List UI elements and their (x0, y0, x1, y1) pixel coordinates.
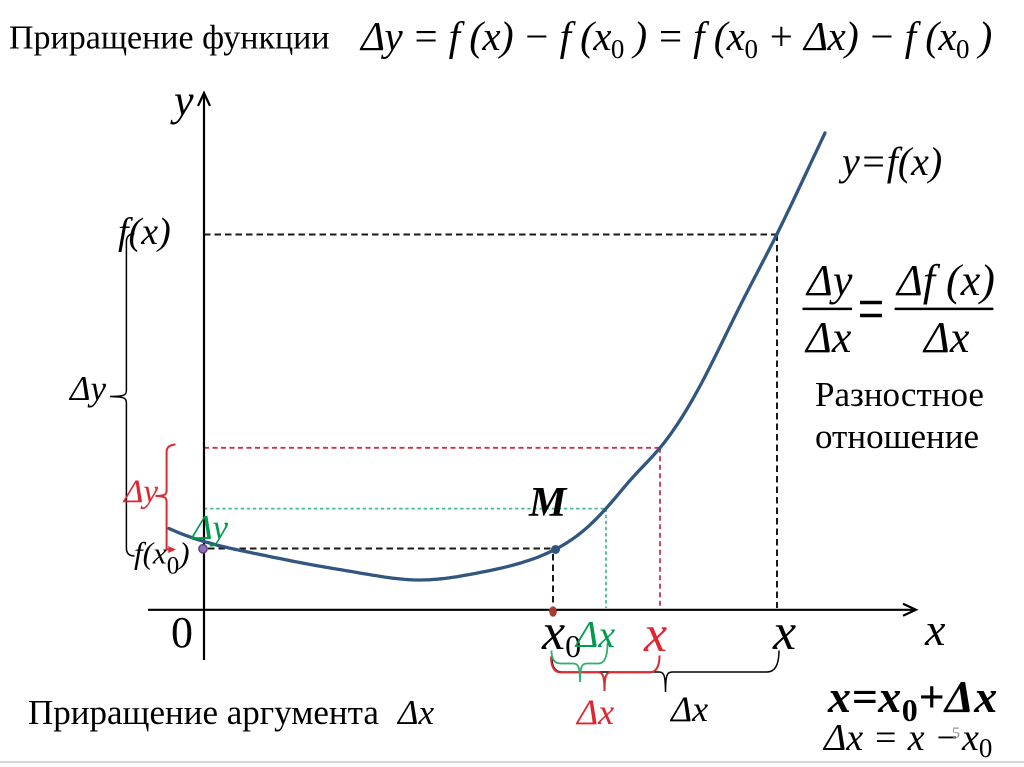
svg-text:f(x): f(x) (118, 211, 171, 253)
svg-text:M: M (528, 480, 568, 526)
svg-text:x: x (924, 604, 946, 655)
svg-text:Δx: Δx (396, 693, 435, 732)
svg-text:Δx: Δx (922, 313, 970, 362)
svg-text:0: 0 (171, 608, 193, 657)
svg-text:5: 5 (952, 725, 960, 742)
svg-text:Δy: Δy (190, 508, 229, 547)
svg-text:x: x (643, 606, 667, 663)
svg-text:Δf (x): Δf (x) (895, 256, 995, 305)
svg-text:Δx: Δx (575, 692, 614, 732)
svg-text:Δy = f (x) − f (x0 ) = f (x0 +: Δy = f (x) − f (x0 ) = f (x0 + Δx) − f (… (359, 13, 992, 64)
svg-text:Δx: Δx (574, 614, 615, 656)
svg-text:Разностное: Разностное (815, 375, 984, 414)
svg-text:f(x0): f(x0) (134, 536, 190, 580)
svg-text:Δx: Δx (669, 689, 708, 729)
svg-text:x0: x0 (961, 717, 992, 763)
svg-text:x: x (772, 604, 796, 661)
svg-text:Δy: Δy (805, 256, 853, 305)
svg-text:Приращение функции: Приращение функции (9, 20, 330, 57)
svg-text:Δx: Δx (804, 313, 852, 362)
svg-text:отношение: отношение (815, 417, 979, 456)
svg-text:Δx = x −: Δx = x − (822, 717, 960, 759)
svg-text:Δy: Δy (68, 369, 107, 408)
svg-text:Δy: Δy (122, 474, 158, 510)
svg-text:y=f(x): y=f(x) (838, 139, 942, 184)
svg-text:y: y (170, 76, 194, 125)
svg-text:Приращение аргумента: Приращение аргумента (28, 693, 379, 732)
